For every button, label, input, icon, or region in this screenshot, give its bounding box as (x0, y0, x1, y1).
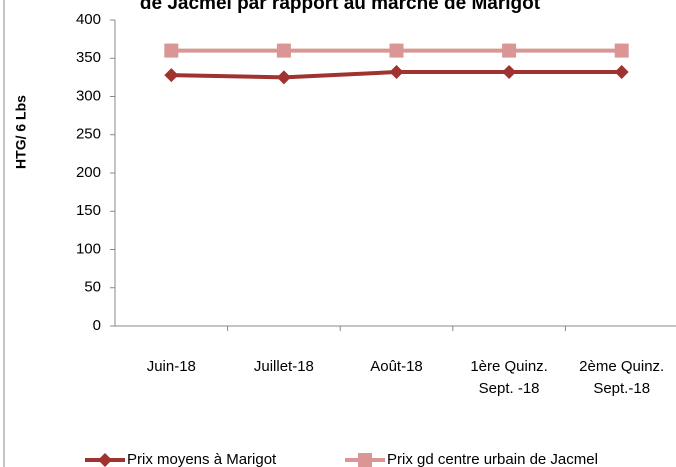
point (614, 43, 629, 58)
x-tick-label: 2ème Quinz. Sept.-18 (579, 358, 665, 397)
y-tick-label: 350 (76, 49, 101, 66)
point (164, 68, 179, 83)
point (614, 65, 629, 80)
legend-label: Prix gd centre urbain de Jacmel (387, 451, 598, 467)
chart-title: de Jacmel par rapport au marché de Marig… (140, 0, 541, 14)
y-tick-label: 400 (76, 11, 101, 28)
x-tick-label: Juin-18 (146, 358, 196, 375)
y-tick-label: 250 (76, 126, 101, 143)
x-tick-label: Août-18 (370, 358, 423, 375)
x-tick-label: 1ère Quinz. Sept. -18 (470, 358, 548, 397)
y-tick-label: 0 (93, 317, 101, 334)
point (502, 43, 517, 58)
point (276, 43, 291, 58)
point (276, 70, 291, 85)
legend-marker (358, 453, 372, 467)
point (164, 43, 179, 58)
y-tick-label: 150 (76, 202, 101, 219)
y-tick-label: 50 (84, 279, 101, 296)
y-tick-label: 300 (76, 87, 101, 104)
y-axis-label: HTG/ 6 Lbs (13, 95, 29, 169)
legend-label: Prix moyens à Marigot (127, 451, 277, 467)
point (389, 43, 404, 58)
point (389, 65, 404, 80)
y-tick-label: 100 (76, 240, 101, 257)
x-tick-label: Juillet-18 (253, 358, 314, 375)
legend-marker (98, 453, 112, 467)
point (502, 65, 517, 80)
chart-border (3, 0, 5, 467)
y-tick-label: 200 (76, 164, 101, 181)
